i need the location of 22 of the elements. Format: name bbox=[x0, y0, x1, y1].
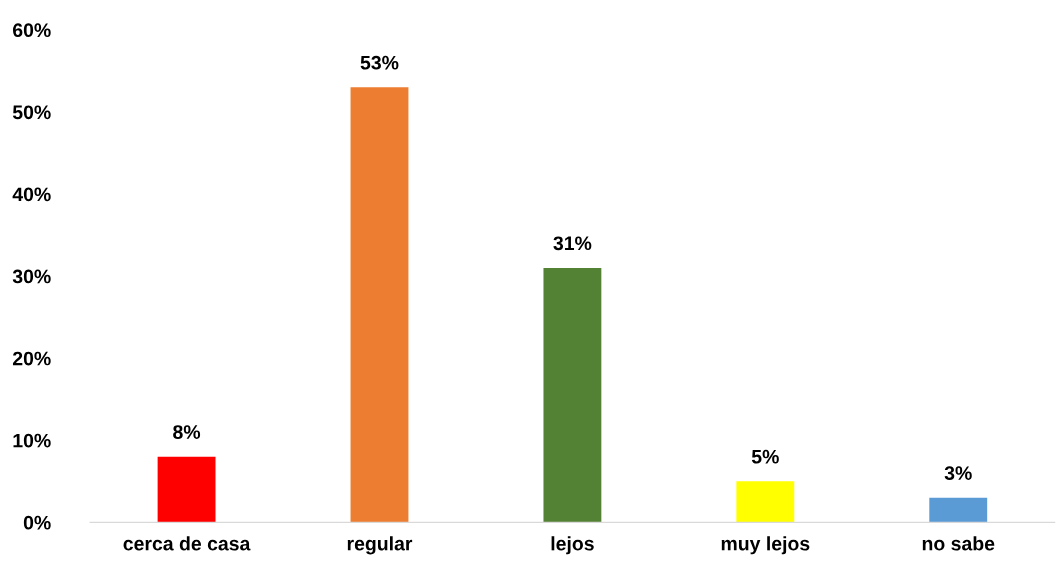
y-tick-label: 40% bbox=[12, 187, 51, 202]
y-tick-label: 50% bbox=[12, 105, 51, 120]
data-label: 5% bbox=[751, 449, 779, 464]
x-tick-label: lejos bbox=[551, 536, 594, 555]
x-tick-label: regular bbox=[347, 536, 413, 555]
bar bbox=[543, 267, 602, 523]
x-tick-label: cerca de casa bbox=[123, 536, 251, 551]
data-label: 3% bbox=[944, 466, 972, 481]
x-tick-label: muy lejos bbox=[721, 536, 810, 555]
bar bbox=[736, 481, 795, 523]
bar bbox=[350, 87, 409, 523]
bar bbox=[157, 456, 216, 523]
bar bbox=[929, 497, 988, 523]
y-tick-label: 0% bbox=[23, 515, 51, 530]
y-tick-label: 60% bbox=[13, 23, 51, 38]
data-label: 8% bbox=[173, 425, 201, 439]
y-tick-label: 30% bbox=[12, 269, 51, 284]
x-tick-label: no sabe bbox=[922, 536, 995, 551]
y-tick-label: 10% bbox=[13, 433, 51, 448]
data-label: 31% bbox=[553, 236, 592, 251]
data-label: 53% bbox=[360, 55, 399, 70]
y-tick-label: 20% bbox=[12, 351, 51, 366]
